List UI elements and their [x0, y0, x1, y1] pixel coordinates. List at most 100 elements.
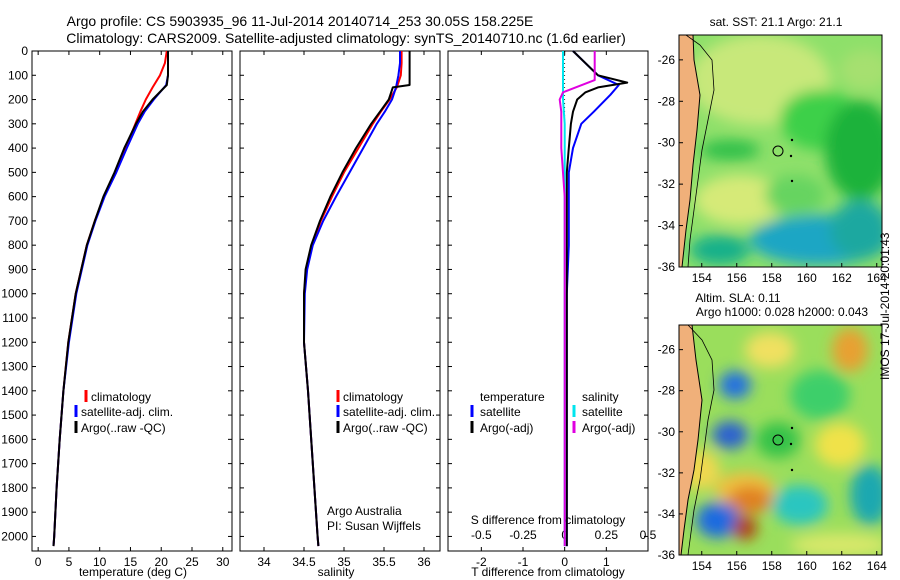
- map-x-tick-label: 160: [797, 271, 817, 285]
- x-tick-label: 5: [66, 555, 73, 569]
- map-y-tick-label: -36: [658, 260, 676, 274]
- x-tick-label: 0: [561, 555, 568, 569]
- map-y-tick-label: -32: [658, 466, 676, 480]
- map-x-tick-label: 156: [727, 559, 747, 573]
- altimetry-map: Altim. SLA: 0.11 Argo h1000: 0.028 h2000…: [658, 291, 887, 573]
- title-line-2: Climatology: CARS2009. Satellite-adjuste…: [66, 30, 626, 46]
- legend-climatology-2: climatology: [343, 390, 403, 404]
- y-tick-label: 600: [8, 190, 28, 204]
- altim-h-label: Argo h1000: 0.028 h2000: 0.043: [696, 305, 868, 319]
- y-tick-label: 1800: [1, 481, 28, 495]
- coastline-land: [679, 35, 701, 267]
- coastline-land-2: [679, 325, 703, 555]
- difference-panel: -2 -1 0 1 -0.5 -0.25 0 0.25 0.5 S difference fr…: [447, 50, 657, 579]
- x-tick-label: 20: [155, 555, 169, 569]
- sst-field: [679, 35, 882, 267]
- map-y-tick-label: -26: [658, 343, 676, 357]
- y-tick-label: 200: [8, 93, 28, 107]
- x-tick-label: 0: [35, 555, 42, 569]
- series-temperature-argo-adj: [565, 50, 629, 547]
- legend-temp-satellite: satellite: [480, 405, 521, 419]
- y-tick-label: 1600: [1, 432, 28, 446]
- legend-satellite-clim-2: satellite-adj. clim.: [343, 405, 435, 419]
- legend-sal-satellite: satellite: [582, 405, 623, 419]
- salinity-axes-frame: [239, 50, 441, 552]
- sst-map-title: sat. SST: 21.1 Argo: 21.1: [710, 15, 843, 29]
- map-y-tick-label: -34: [658, 507, 676, 521]
- profile-location-marker-2: [772, 434, 784, 446]
- salinity-axis-label: salinity: [318, 565, 355, 579]
- map-x-tick-label: 154: [692, 559, 712, 573]
- temperature-panel: 0100200300400500600700800900100011001200…: [1, 44, 233, 579]
- x-tick-label: 35.5: [372, 555, 396, 569]
- salinity-panel: 34 34.5 35 35.5 36 salinity climatology sate…: [239, 50, 441, 579]
- difference-axes-frame: [447, 50, 649, 552]
- title-line-1: Argo profile: CS 5903935_96 11-Jul-2014 …: [67, 13, 534, 29]
- s-diff-axis-label: S difference from climatology: [471, 513, 626, 527]
- y-tick-label: 500: [8, 165, 28, 179]
- map-x-tick-label: 162: [832, 271, 852, 285]
- y-tick-label: 1400: [1, 384, 28, 398]
- salinity-legend: climatology satellite-adj. clim. Argo(..…: [336, 390, 435, 435]
- y-tick-label: 900: [8, 262, 28, 276]
- legend-salinity-heading: salinity: [582, 390, 619, 404]
- map-x-tick-label: 156: [727, 271, 747, 285]
- map-y-tick-label: -34: [658, 219, 676, 233]
- y-tick-label: 100: [8, 68, 28, 82]
- map-x-tick-label: 164: [867, 559, 887, 573]
- x-tick-label: -2: [476, 555, 487, 569]
- temperature-legend: climatology satellite-adj. clim. Argo(..…: [74, 390, 173, 435]
- map-y-tick-label: -32: [658, 177, 676, 191]
- y-tick-label: 400: [8, 141, 28, 155]
- x-tick-label: 10: [93, 555, 107, 569]
- x-tick-label: 25: [185, 555, 199, 569]
- imos-timestamp: IMOS 17-Jul-2014 20:01:43: [878, 232, 892, 380]
- legend-temperature-heading: temperature: [480, 390, 545, 404]
- series-argo-raw-qc: [52, 51, 169, 547]
- map-x-tick-label: 154: [692, 271, 712, 285]
- y-tick-label: 1900: [1, 505, 28, 519]
- legend-satellite-clim: satellite-adj. clim.: [81, 405, 173, 419]
- y-tick-label: 1300: [1, 360, 28, 374]
- y-tick-label: 2000: [1, 529, 28, 543]
- map-x-tick-label: 158: [762, 559, 782, 573]
- map-x-tick-label: 160: [797, 559, 817, 573]
- profile-location-marker: [772, 145, 784, 157]
- legend-sal-argo: Argo(-adj): [582, 421, 635, 435]
- y-tick-label: 1200: [1, 335, 28, 349]
- difference-legend: temperature salinity satellite Argo(-adj…: [470, 390, 635, 435]
- x-tick-label: 34.5: [292, 555, 316, 569]
- legend-climatology: climatology: [91, 390, 151, 404]
- map-x-tick-label: 164: [867, 271, 887, 285]
- y-tick-label: 1100: [2, 311, 28, 325]
- series-argo-raw-qc: [303, 51, 411, 547]
- x-tick-label: 34: [257, 555, 271, 569]
- y-tick-label: 1700: [1, 457, 28, 471]
- x-tick-label: 30: [216, 555, 230, 569]
- map-y-tick-label: -30: [658, 425, 676, 439]
- sla-field: [679, 325, 882, 555]
- legend-argo-raw-2: Argo(..raw -QC): [343, 421, 428, 435]
- pi-note: PI: Susan Wijffels: [327, 519, 421, 533]
- x-tick-label: 36: [417, 555, 431, 569]
- altim-sla-label: Altim. SLA: 0.11: [695, 291, 780, 305]
- map-x-tick-label: 158: [762, 271, 782, 285]
- x-tick-label: 35: [337, 555, 351, 569]
- map-y-tick-label: -28: [658, 94, 676, 108]
- temperature-axis-label: temperature (deg C): [79, 565, 187, 579]
- sst-map: sat. SST: 21.1 Argo: 21.1 1: [658, 15, 887, 285]
- y-tick-label: 1500: [1, 408, 28, 422]
- y-tick-label: 300: [8, 117, 28, 131]
- legend-argo-raw: Argo(..raw -QC): [81, 421, 166, 435]
- x2-tick-label: -0.25: [509, 528, 537, 542]
- map-y-tick-label: -30: [658, 136, 676, 150]
- x2-tick-label: 0.25: [595, 528, 619, 542]
- x-tick-label: 1: [603, 555, 610, 569]
- x2-tick-label: 0.5: [640, 528, 657, 542]
- y-tick-label: 0: [21, 44, 28, 58]
- t-diff-axis-label: T difference from climatology: [471, 565, 625, 579]
- legend-temp-argo: Argo(-adj): [480, 421, 533, 435]
- y-tick-label: 800: [8, 238, 28, 252]
- temperature-axes-frame: [31, 50, 233, 552]
